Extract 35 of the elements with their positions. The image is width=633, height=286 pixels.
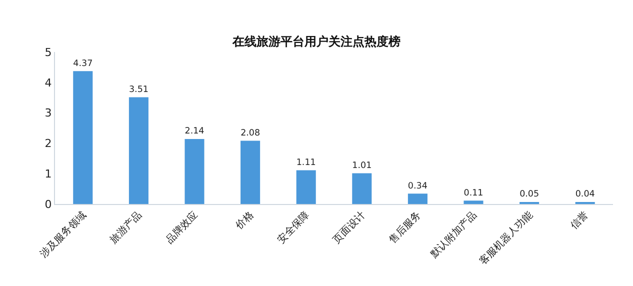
- x-tick-label: 价格: [232, 209, 256, 233]
- x-tick-label: 旅游产品: [108, 209, 144, 246]
- x-tick-label: 售后服务: [386, 209, 424, 246]
- x-tick-label: 页面设计: [330, 209, 368, 246]
- x-tick-label: 安全保障: [274, 209, 312, 246]
- x-tick-label: 涉及服务领域: [38, 209, 89, 260]
- bar: [184, 138, 204, 204]
- bar: [128, 97, 148, 204]
- bar: [352, 173, 372, 204]
- bar: [464, 200, 484, 204]
- data-label: 2.14: [184, 126, 205, 137]
- y-tick-label: 4: [44, 76, 52, 90]
- x-tick-label: 客服机器人功能: [476, 209, 535, 268]
- y-tick-label: 1: [44, 167, 52, 180]
- data-label: 0.05: [520, 190, 540, 200]
- data-label: 2.08: [240, 128, 260, 138]
- y-tick-label: 5: [44, 46, 52, 59]
- bar: [408, 194, 428, 204]
- bar: [240, 140, 260, 204]
- chart-title: 在线旅游平台用户关注点热度榜: [232, 34, 400, 49]
- y-tick-label: 2: [44, 137, 52, 150]
- data-label: 3.51: [128, 84, 148, 95]
- data-label: 4.37: [73, 58, 93, 69]
- data-label: 1.11: [296, 158, 316, 168]
- x-tick-label: 默认附加产品: [428, 209, 480, 261]
- bar: [73, 71, 93, 204]
- y-tick-label: 3: [44, 106, 52, 120]
- bar: [296, 170, 316, 204]
- data-label: 0.04: [575, 190, 596, 200]
- y-tick-label: 0: [44, 198, 52, 211]
- x-tick-label: 品牌效应: [163, 209, 200, 246]
- data-label: 1.01: [352, 160, 372, 171]
- data-label: 0.34: [408, 181, 428, 192]
- data-label: 0.11: [464, 188, 484, 198]
- x-tick-label: 信誉: [568, 209, 591, 232]
